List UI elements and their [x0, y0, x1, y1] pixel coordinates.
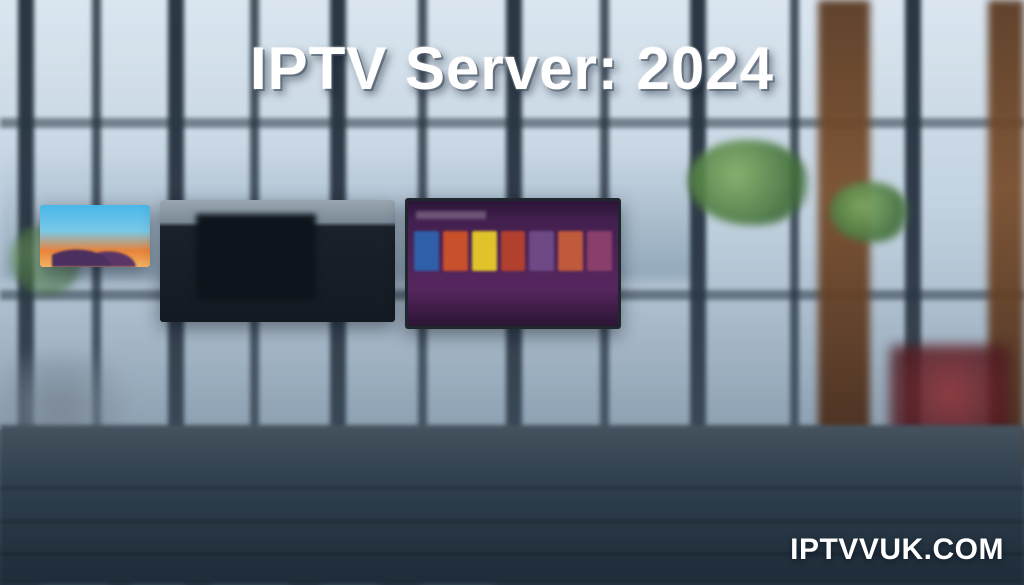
monitor-thumbnail-center [160, 200, 395, 322]
plant [688, 140, 808, 225]
window-mullion [790, 0, 799, 430]
page-title: IPTV Server: 2024 [250, 35, 774, 102]
thumbnail-poster-strip [414, 231, 613, 271]
floor-plank [0, 487, 1024, 489]
window-mullion [905, 0, 921, 430]
window-mullion [18, 0, 34, 430]
window-rail [0, 118, 1024, 128]
tv-thumbnail-left [40, 205, 150, 267]
window-mullion [690, 0, 706, 430]
thumbnail-topbar [416, 211, 486, 219]
floor-plank [0, 521, 1024, 523]
plant [830, 182, 908, 242]
streaming-ui-thumbnail [405, 198, 621, 329]
floor-plank [0, 553, 1024, 555]
floor [0, 425, 1024, 585]
site-watermark: IPTVVUK.COM [790, 533, 1004, 566]
